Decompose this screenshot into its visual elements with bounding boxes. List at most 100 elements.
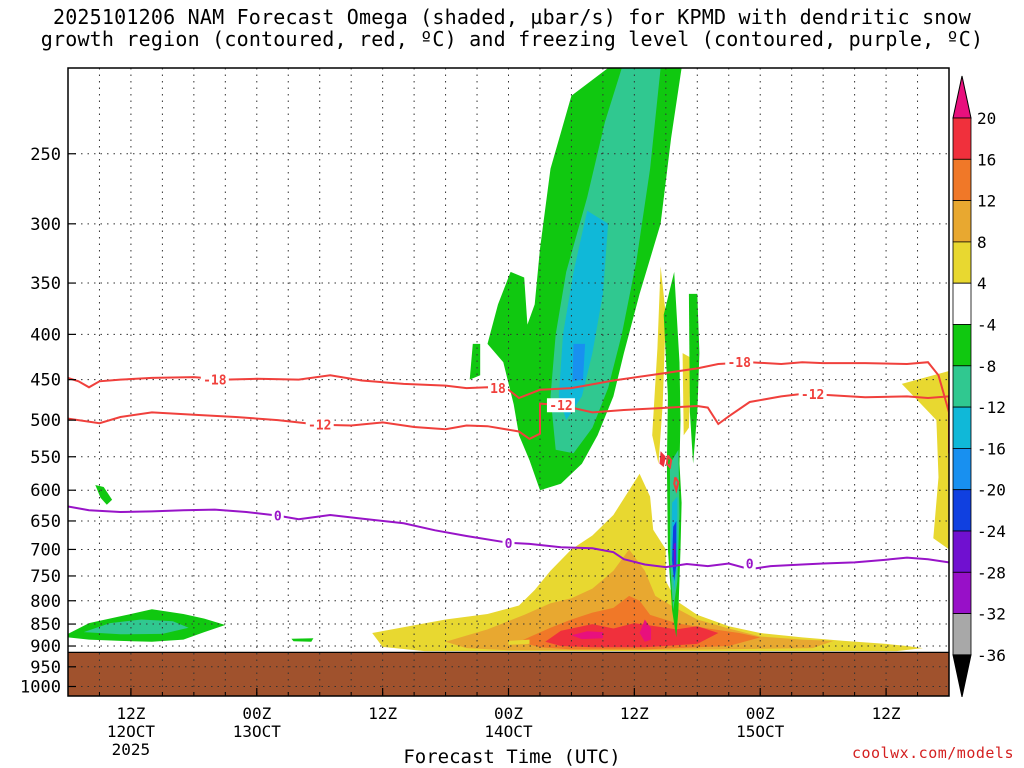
x-tick-label: 14OCT bbox=[484, 722, 533, 741]
colorbar-segment bbox=[952, 489, 972, 532]
x-tick-label: 12Z bbox=[116, 704, 145, 723]
contour-label: -12 bbox=[549, 399, 572, 414]
colorbar: 20 16 12 8 4 -4 -8 -12 -16 -20 -24 -28 -32 -36 bbox=[952, 75, 1006, 698]
colorbar-segment bbox=[952, 447, 972, 491]
y-tick-label: 850 bbox=[30, 615, 61, 635]
contour-label: -12 bbox=[308, 419, 331, 434]
contour-label: 0 bbox=[746, 557, 754, 572]
y-tick-label: 250 bbox=[30, 145, 61, 165]
omega-region bbox=[901, 371, 949, 550]
contour-label: -18 bbox=[203, 374, 227, 389]
grid-lines bbox=[68, 68, 949, 696]
omega-region bbox=[639, 619, 652, 642]
title-line-1: 2025101206 NAM Forecast Omega (shaded, µ… bbox=[52, 5, 972, 29]
contour-label-bg bbox=[725, 355, 754, 370]
x-tick-label: 15OCT bbox=[736, 722, 785, 741]
contour-label-bg bbox=[271, 508, 284, 523]
omega-region bbox=[83, 619, 189, 635]
colorbar-label: 16 bbox=[977, 150, 996, 169]
contour-label-bg bbox=[502, 535, 515, 550]
colorbar-top-arrow bbox=[952, 75, 972, 119]
contour-label: 0 bbox=[505, 537, 513, 552]
colorbar-label: 8 bbox=[977, 233, 987, 252]
colorbar-segment bbox=[952, 241, 972, 284]
colorbar-segment bbox=[952, 613, 972, 656]
omega-region bbox=[659, 451, 666, 468]
y-tick-label: 550 bbox=[30, 448, 61, 468]
contour-label-bg bbox=[305, 417, 334, 432]
colorbar-label: 4 bbox=[977, 274, 987, 293]
x-tick-label: 00Z bbox=[494, 704, 523, 723]
colorbar-label: -28 bbox=[977, 563, 1006, 582]
colorbar-segment bbox=[952, 365, 972, 408]
omega-region bbox=[682, 353, 691, 436]
colorbar-label: -36 bbox=[977, 646, 1006, 665]
omega-region bbox=[688, 293, 700, 464]
colorbar-label: -20 bbox=[977, 481, 1006, 500]
omega-region bbox=[95, 485, 113, 505]
x-tick-label: 12Z bbox=[872, 704, 901, 723]
omega-region bbox=[673, 542, 676, 569]
omega-region bbox=[445, 549, 834, 651]
omega-region bbox=[291, 638, 314, 642]
colorbar-label: -16 bbox=[977, 439, 1006, 458]
colorbar-label: -4 bbox=[977, 316, 996, 335]
credit-text: coolwx.com/models bbox=[851, 744, 1014, 762]
contour-lines: -18 18 -18 -12 -12 -12 0 0 0 bbox=[68, 355, 949, 572]
y-tick-label: 900 bbox=[30, 637, 61, 657]
x-tick-label: 12OCT bbox=[107, 722, 156, 741]
colorbar-bottom-arrow bbox=[952, 654, 972, 698]
colorbar-label: 20 bbox=[977, 109, 996, 128]
y-tick-label: 500 bbox=[30, 411, 61, 431]
omega-region bbox=[372, 473, 923, 652]
x-axis-label: Forecast Time (UTC) bbox=[403, 746, 621, 768]
y-tick-label: 600 bbox=[30, 481, 61, 501]
contour-label-bg bbox=[200, 372, 229, 387]
x-tick-label: 12Z bbox=[368, 704, 397, 723]
y-tick-label: 800 bbox=[30, 592, 61, 612]
contour-label: 18 bbox=[490, 382, 506, 397]
omega-region bbox=[469, 343, 481, 380]
x-tick-label: 12Z bbox=[620, 704, 649, 723]
y-tick-label: 400 bbox=[30, 325, 61, 345]
colorbar-label: -8 bbox=[977, 357, 996, 376]
colorbar-segment bbox=[952, 282, 972, 325]
omega-region bbox=[572, 343, 586, 382]
colorbar-label: 12 bbox=[977, 192, 996, 211]
x-tick-label: 2025 bbox=[112, 740, 151, 759]
x-tick-label: 13OCT bbox=[233, 722, 282, 741]
contour-label: -12 bbox=[801, 388, 824, 403]
title-line-2: growth region (contoured, red, ºC) and f… bbox=[40, 27, 984, 51]
contour-label-bg bbox=[488, 381, 509, 396]
chart-title: 2025101206 NAM Forecast Omega (shaded, µ… bbox=[0, 6, 1024, 50]
y-tick-label: 1000 bbox=[20, 678, 61, 698]
y-tick-label: 300 bbox=[30, 215, 61, 235]
colorbar-label: -32 bbox=[977, 605, 1006, 624]
y-tick-label: 700 bbox=[30, 540, 61, 560]
y-tick-label: 650 bbox=[30, 512, 61, 532]
contour-label-bg bbox=[546, 398, 575, 413]
colorbar-label: -24 bbox=[977, 522, 1006, 541]
omega-region bbox=[545, 623, 719, 648]
contour-closed bbox=[665, 454, 673, 470]
y-tick-label: 350 bbox=[30, 274, 61, 294]
contour-label: 0 bbox=[274, 510, 282, 525]
contour-closed bbox=[673, 476, 680, 494]
omega-region bbox=[571, 631, 603, 640]
colorbar-segment bbox=[952, 406, 972, 449]
omega-region bbox=[652, 266, 666, 464]
contour-label-bg bbox=[798, 386, 827, 401]
colorbar-segment bbox=[952, 530, 972, 573]
y-tick-label: 750 bbox=[30, 567, 61, 587]
contour-label-bg bbox=[743, 556, 756, 571]
colorbar-segment bbox=[952, 200, 972, 243]
omega-region bbox=[508, 639, 530, 645]
colorbar-segment bbox=[952, 117, 972, 160]
x-tick-label: 00Z bbox=[242, 704, 271, 723]
y-tick-label: 950 bbox=[30, 658, 61, 678]
contour-label: -18 bbox=[727, 356, 751, 371]
colorbar-label: -12 bbox=[977, 398, 1006, 417]
colorbar-segment bbox=[952, 158, 972, 202]
